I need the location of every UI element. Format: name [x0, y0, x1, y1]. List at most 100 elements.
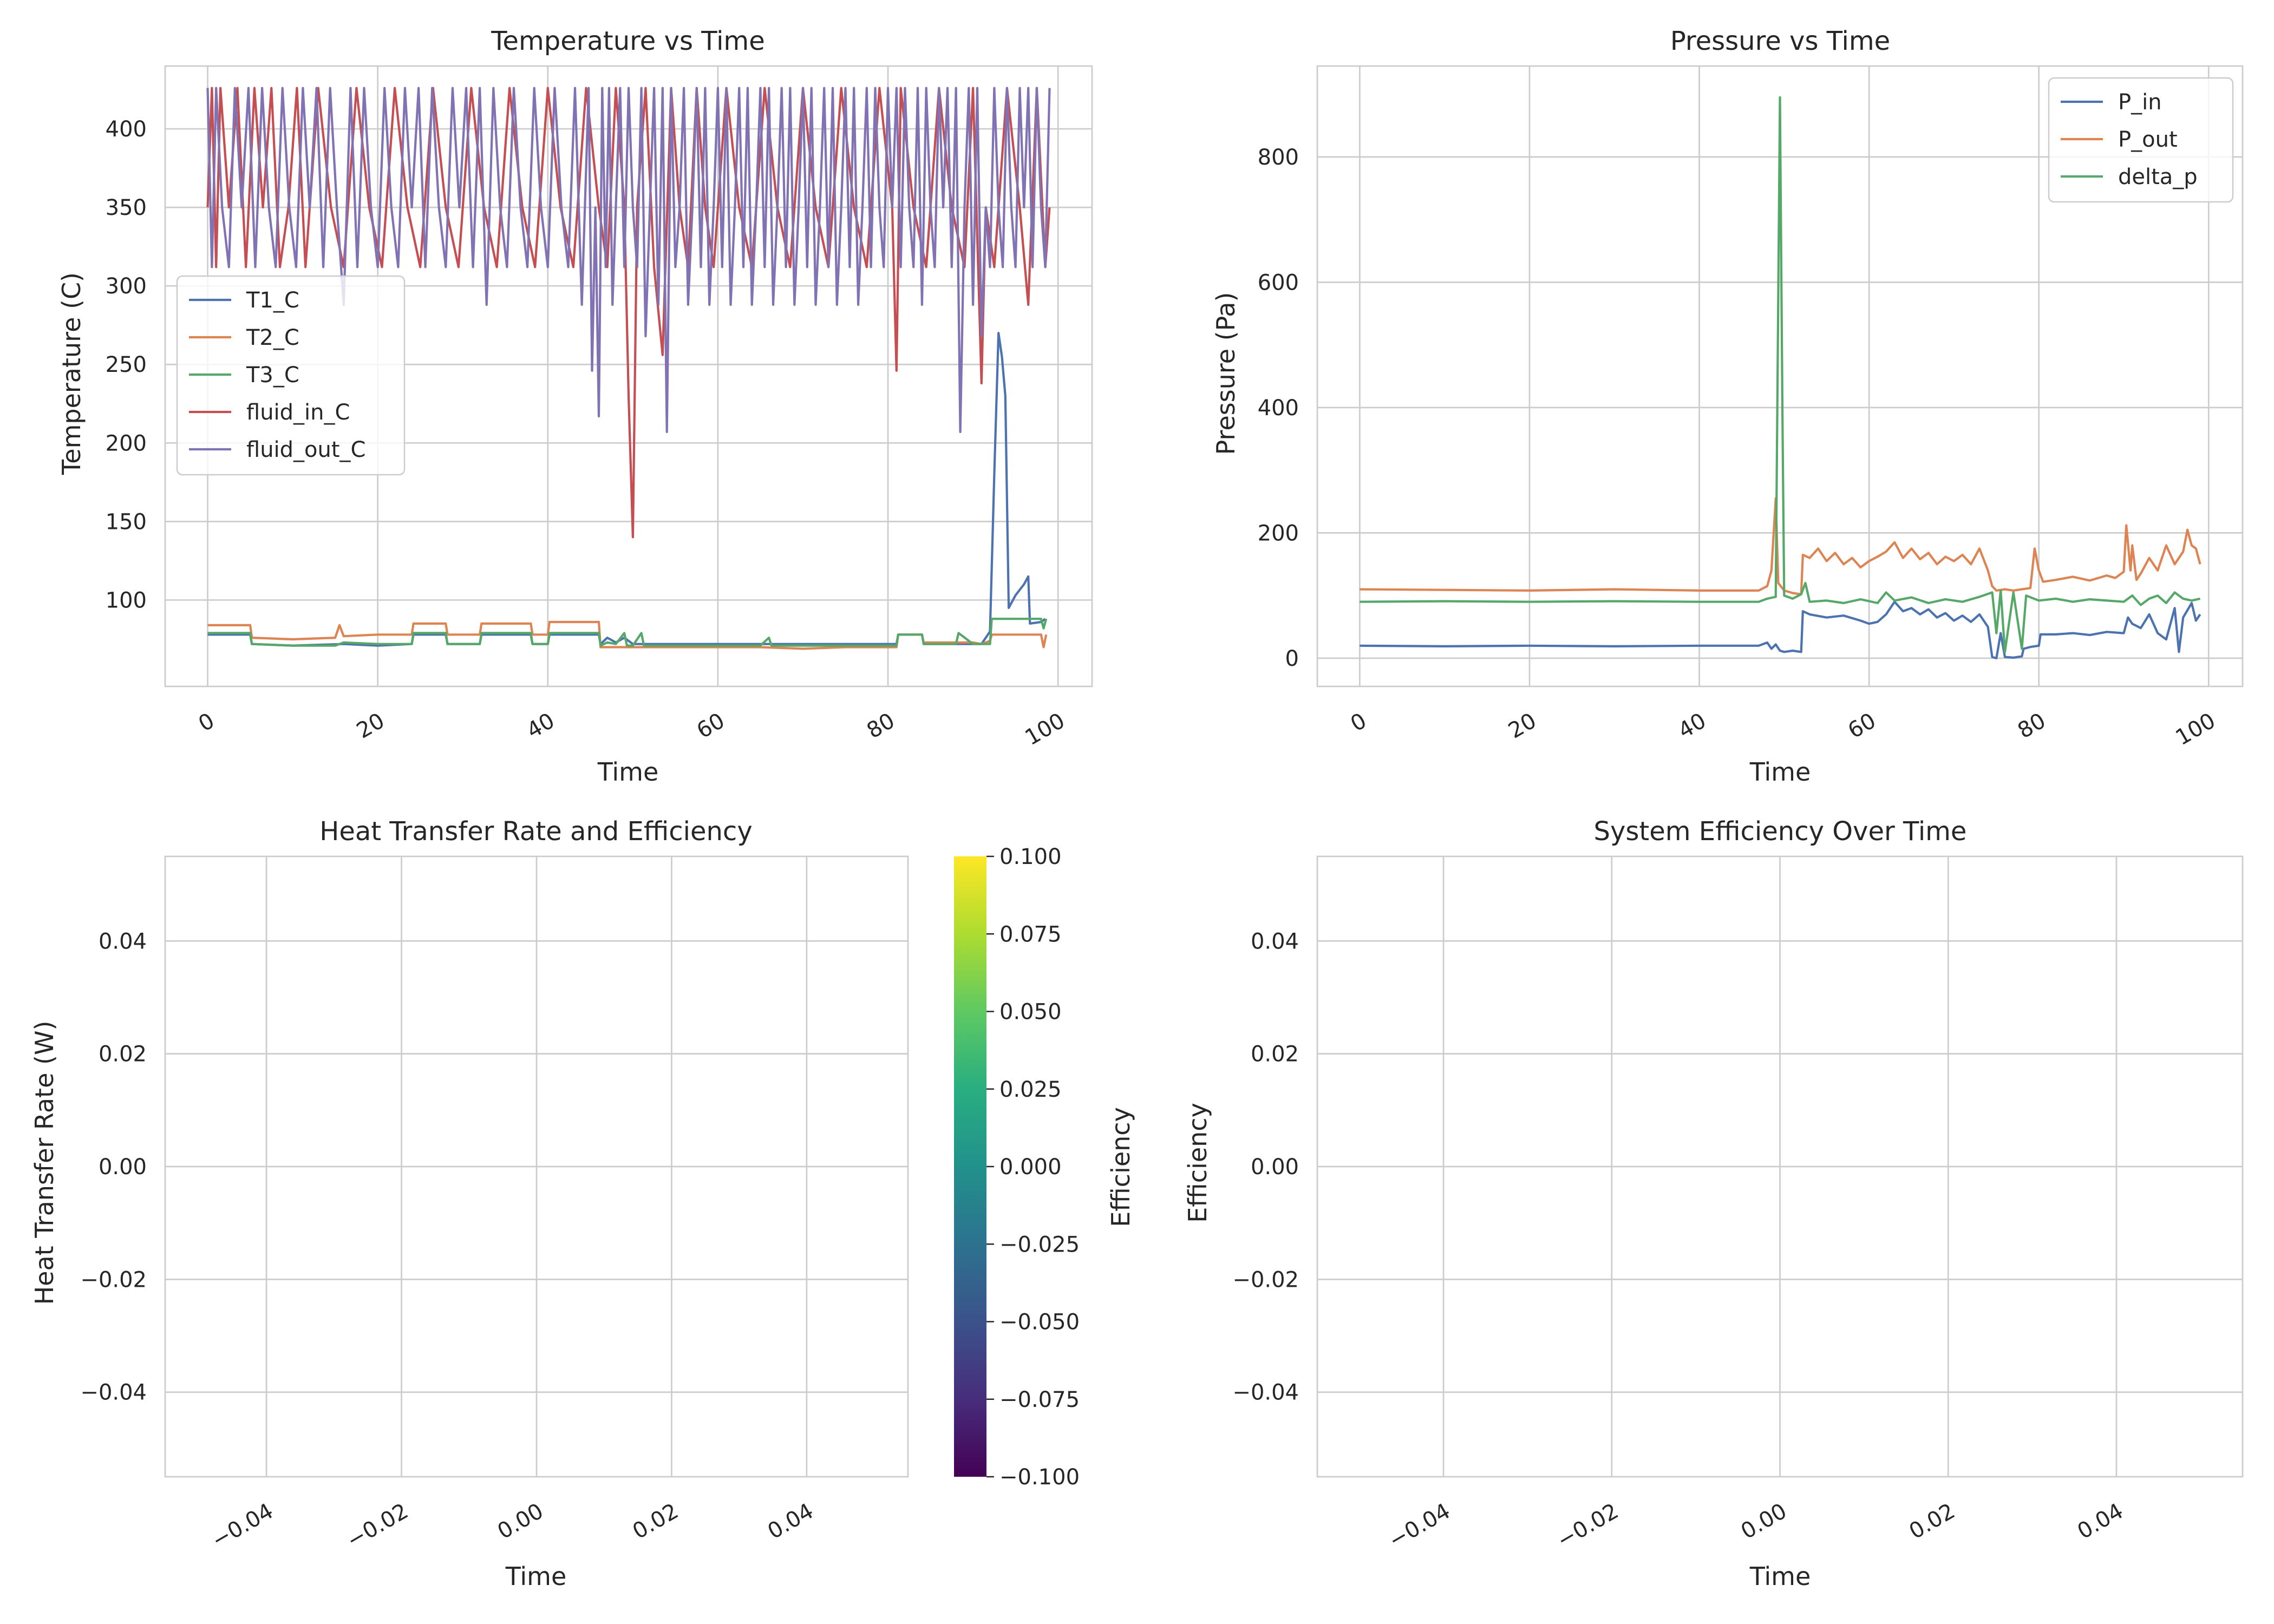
chart-title: Pressure vs Time	[1670, 26, 1890, 56]
colorbar-tick-label: −0.100	[999, 1465, 1080, 1490]
y-tick-label: 0.02	[1251, 1042, 1299, 1067]
legend-box	[2048, 77, 2234, 203]
x-axis-label: Time	[1749, 1562, 1811, 1591]
x-axis-label: Time	[505, 1562, 567, 1591]
y-tick-label: 200	[106, 431, 147, 456]
y-tick-label: 100	[106, 588, 147, 613]
series-group	[1360, 96, 2201, 659]
legend-label: delta_p	[2118, 165, 2198, 189]
legend-label: P_out	[2118, 127, 2178, 152]
legend-box	[176, 275, 406, 476]
x-axis-label: Time	[1749, 757, 1811, 787]
y-axis-label: Temperature (C)	[57, 272, 86, 475]
x-tick-label: 40	[1674, 708, 1710, 743]
x-tick-label: 40	[522, 708, 559, 743]
legend: P_in P_out delta_p	[2048, 77, 2234, 203]
legend-label: fluid_in_C	[246, 400, 350, 425]
colorbar-tick-label: −0.075	[999, 1387, 1080, 1412]
heat-transfer-chart: Heat Transfer Rate and Efficiency Time H…	[30, 816, 1135, 1591]
y-tick-label: 400	[106, 117, 147, 142]
colorbar-gradient	[954, 856, 986, 1477]
x-tick-label: 0.00	[493, 1498, 547, 1544]
x-tick-label: 80	[2014, 708, 2050, 743]
pressure-chart: Pressure vs Time Time Pressure (Pa) 0 20 4…	[1211, 26, 2244, 787]
x-axis-label: Time	[597, 757, 659, 787]
colorbar-tick-label: −0.025	[999, 1232, 1080, 1257]
x-tick-label: 100	[1021, 708, 1069, 750]
x-tick-label: 20	[352, 708, 389, 743]
y-tick-label: 0.02	[99, 1042, 147, 1067]
x-tick-labels: 0 20 40 60 80 100	[1347, 708, 2220, 750]
colorbar-label: Efficiency	[1106, 1107, 1135, 1227]
series-line-t1-c	[207, 332, 1046, 647]
x-tick-label: 20	[1504, 708, 1540, 743]
x-tick-label: −0.02	[1553, 1498, 1623, 1553]
chart-title: System Efficiency Over Time	[1594, 816, 1967, 847]
y-tick-labels: 0 200 400 600 800	[1258, 145, 1299, 671]
plot-frame	[164, 855, 909, 1478]
series-line-p-out	[1360, 497, 2201, 595]
x-tick-label: 100	[2172, 708, 2220, 750]
y-tick-label: 800	[1258, 145, 1299, 170]
y-tick-label: 0.04	[99, 929, 147, 954]
x-tick-label: 60	[1844, 708, 1880, 743]
colorbar-tick-label: −0.050	[999, 1310, 1080, 1335]
y-axis-label: Pressure (Pa)	[1211, 292, 1240, 455]
y-tick-label: 0	[1285, 646, 1299, 671]
y-tick-label: 250	[106, 352, 147, 377]
colorbar-tick-label: 0.050	[999, 1000, 1062, 1025]
series-line-fluid-out-c	[206, 87, 1051, 434]
series-line-p-in	[1360, 600, 2201, 659]
chart-title: Heat Transfer Rate and Efficiency	[319, 816, 752, 847]
legend-label: P_in	[2118, 90, 2162, 115]
y-tick-labels: −0.04 −0.02 0.00 0.02 0.04	[1232, 929, 1299, 1405]
x-tick-label: 60	[692, 708, 729, 743]
y-tick-label: −0.02	[1232, 1267, 1299, 1292]
colorbar-tick-label: 0.000	[999, 1155, 1062, 1180]
gridlines	[165, 856, 908, 1477]
legend-label: T2_C	[246, 325, 299, 350]
legend: T1_C T2_C T3_C fluid_in_C fluid_out_C	[176, 275, 406, 476]
temperature-chart: Temperature vs Time Time Temperature (C)…	[57, 26, 1093, 787]
x-tick-label: 0.02	[1905, 1498, 1959, 1544]
y-tick-label: 300	[106, 274, 147, 299]
legend-label: T1_C	[246, 288, 299, 313]
y-tick-label: −0.02	[80, 1267, 147, 1292]
y-tick-label: 400	[1258, 396, 1299, 421]
efficiency-chart: System Efficiency Over Time Time Efficie…	[1183, 816, 2244, 1591]
x-tick-label: 0.00	[1737, 1498, 1791, 1544]
y-tick-label: 350	[106, 195, 147, 220]
x-tick-labels: −0.04 −0.02 0.00 0.02 0.04	[1384, 1498, 2127, 1553]
plot-frame	[1316, 855, 2244, 1478]
y-tick-label: 0.04	[1251, 929, 1299, 954]
x-tick-label: −0.04	[1384, 1498, 1454, 1553]
legend-label: T3_C	[246, 363, 299, 388]
plot-frame	[164, 65, 1093, 687]
series-group	[206, 87, 1051, 650]
x-tick-label: 0	[194, 708, 219, 737]
x-tick-label: −0.02	[343, 1498, 413, 1553]
colorbar: −0.100 −0.075 −0.050 −0.025 0.000 0.025 0.050 0…	[954, 844, 1080, 1490]
x-tick-labels: 0 20 40 60 80 100	[194, 708, 1069, 750]
colorbar-tick-label: 0.100	[999, 844, 1062, 869]
y-tick-label: 0.00	[1251, 1155, 1299, 1180]
series-line-t3-c	[207, 618, 1048, 647]
x-tick-label: −0.04	[207, 1498, 277, 1553]
x-tick-labels: −0.04 −0.02 0.00 0.02 0.04	[207, 1498, 818, 1553]
chart-title: Temperature vs Time	[491, 26, 764, 56]
y-axis-label: Heat Transfer Rate (W)	[30, 1021, 59, 1305]
y-axis-label: Efficiency	[1183, 1103, 1212, 1223]
x-tick-label: 0.04	[2073, 1498, 2127, 1544]
colorbar-tick-label: 0.075	[999, 922, 1062, 947]
y-tick-label: −0.04	[80, 1380, 147, 1405]
y-tick-labels: −0.04 −0.02 0.00 0.02 0.04	[80, 929, 147, 1405]
x-tick-label: 0.02	[629, 1498, 683, 1544]
x-tick-label: 0.04	[763, 1498, 818, 1544]
series-line-delta-p	[1360, 96, 2201, 653]
y-tick-label: 600	[1258, 270, 1299, 295]
gridlines	[1317, 856, 2243, 1477]
legend-label: fluid_out_C	[246, 437, 366, 462]
x-tick-label: 80	[862, 708, 899, 743]
plot-frame	[1316, 65, 2244, 687]
